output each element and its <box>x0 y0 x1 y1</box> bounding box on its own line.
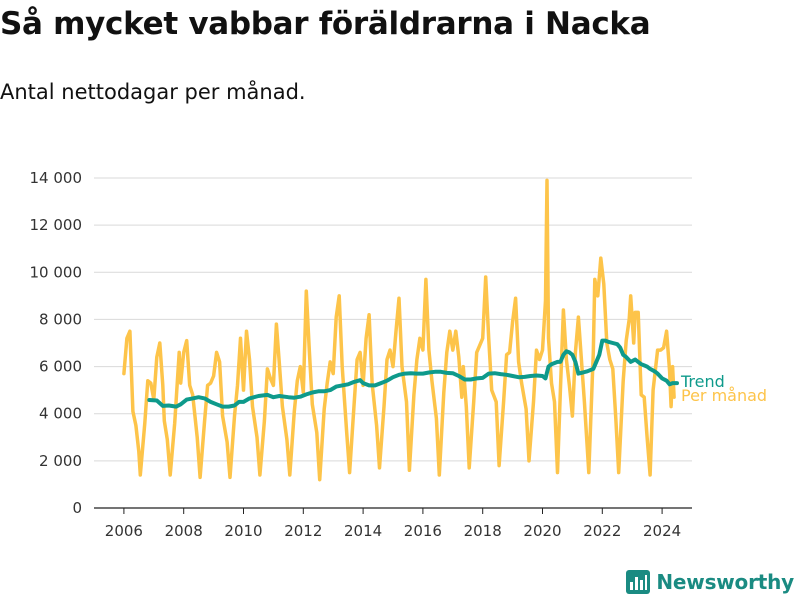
newsworthy-logo: Newsworthy <box>626 570 794 594</box>
bar-chart-logo-icon <box>626 570 651 594</box>
y-tick-label: 12 000 <box>30 216 83 234</box>
y-tick-label: 4 000 <box>39 405 82 423</box>
series-lines <box>122 178 679 482</box>
x-tick-label: 2018 <box>464 522 502 540</box>
trend-line <box>147 338 679 409</box>
brand-name: Newsworthy <box>656 570 794 594</box>
chart-subtitle: Antal nettodagar per månad. <box>0 80 306 104</box>
y-axis-ticks: 0 2 000 4 000 6 000 8 000 10 000 12 000 14 000 <box>30 169 83 517</box>
y-tick-label: 2 000 <box>39 452 82 470</box>
x-tick-label: 2020 <box>523 522 561 540</box>
x-tick-label: 2014 <box>344 522 382 540</box>
x-tick-label: 2012 <box>284 522 322 540</box>
series-label-trend: Trend <box>680 372 725 391</box>
monthly-line <box>122 178 676 482</box>
y-tick-label: 10 000 <box>30 263 83 281</box>
x-axis: 2006 2008 2010 2012 2014 2016 2018 2020 2022 2024 <box>94 507 692 540</box>
y-tick-label: 0 <box>72 499 82 517</box>
series-label-monthly: Per månad <box>681 386 767 405</box>
gridlines <box>94 177 692 462</box>
y-tick-label: 14 000 <box>30 169 83 187</box>
x-tick-label: 2010 <box>224 522 262 540</box>
x-tick-label: 2008 <box>165 522 203 540</box>
x-tick-label: 2006 <box>105 522 143 540</box>
y-tick-label: 8 000 <box>39 310 82 328</box>
x-tick-label: 2022 <box>583 522 621 540</box>
y-tick-label: 6 000 <box>39 358 82 376</box>
x-tick-label: 2024 <box>643 522 681 540</box>
x-tick-label: 2016 <box>404 522 442 540</box>
chart-title: Så mycket vabbar föräldrarna i Nacka <box>0 6 651 42</box>
